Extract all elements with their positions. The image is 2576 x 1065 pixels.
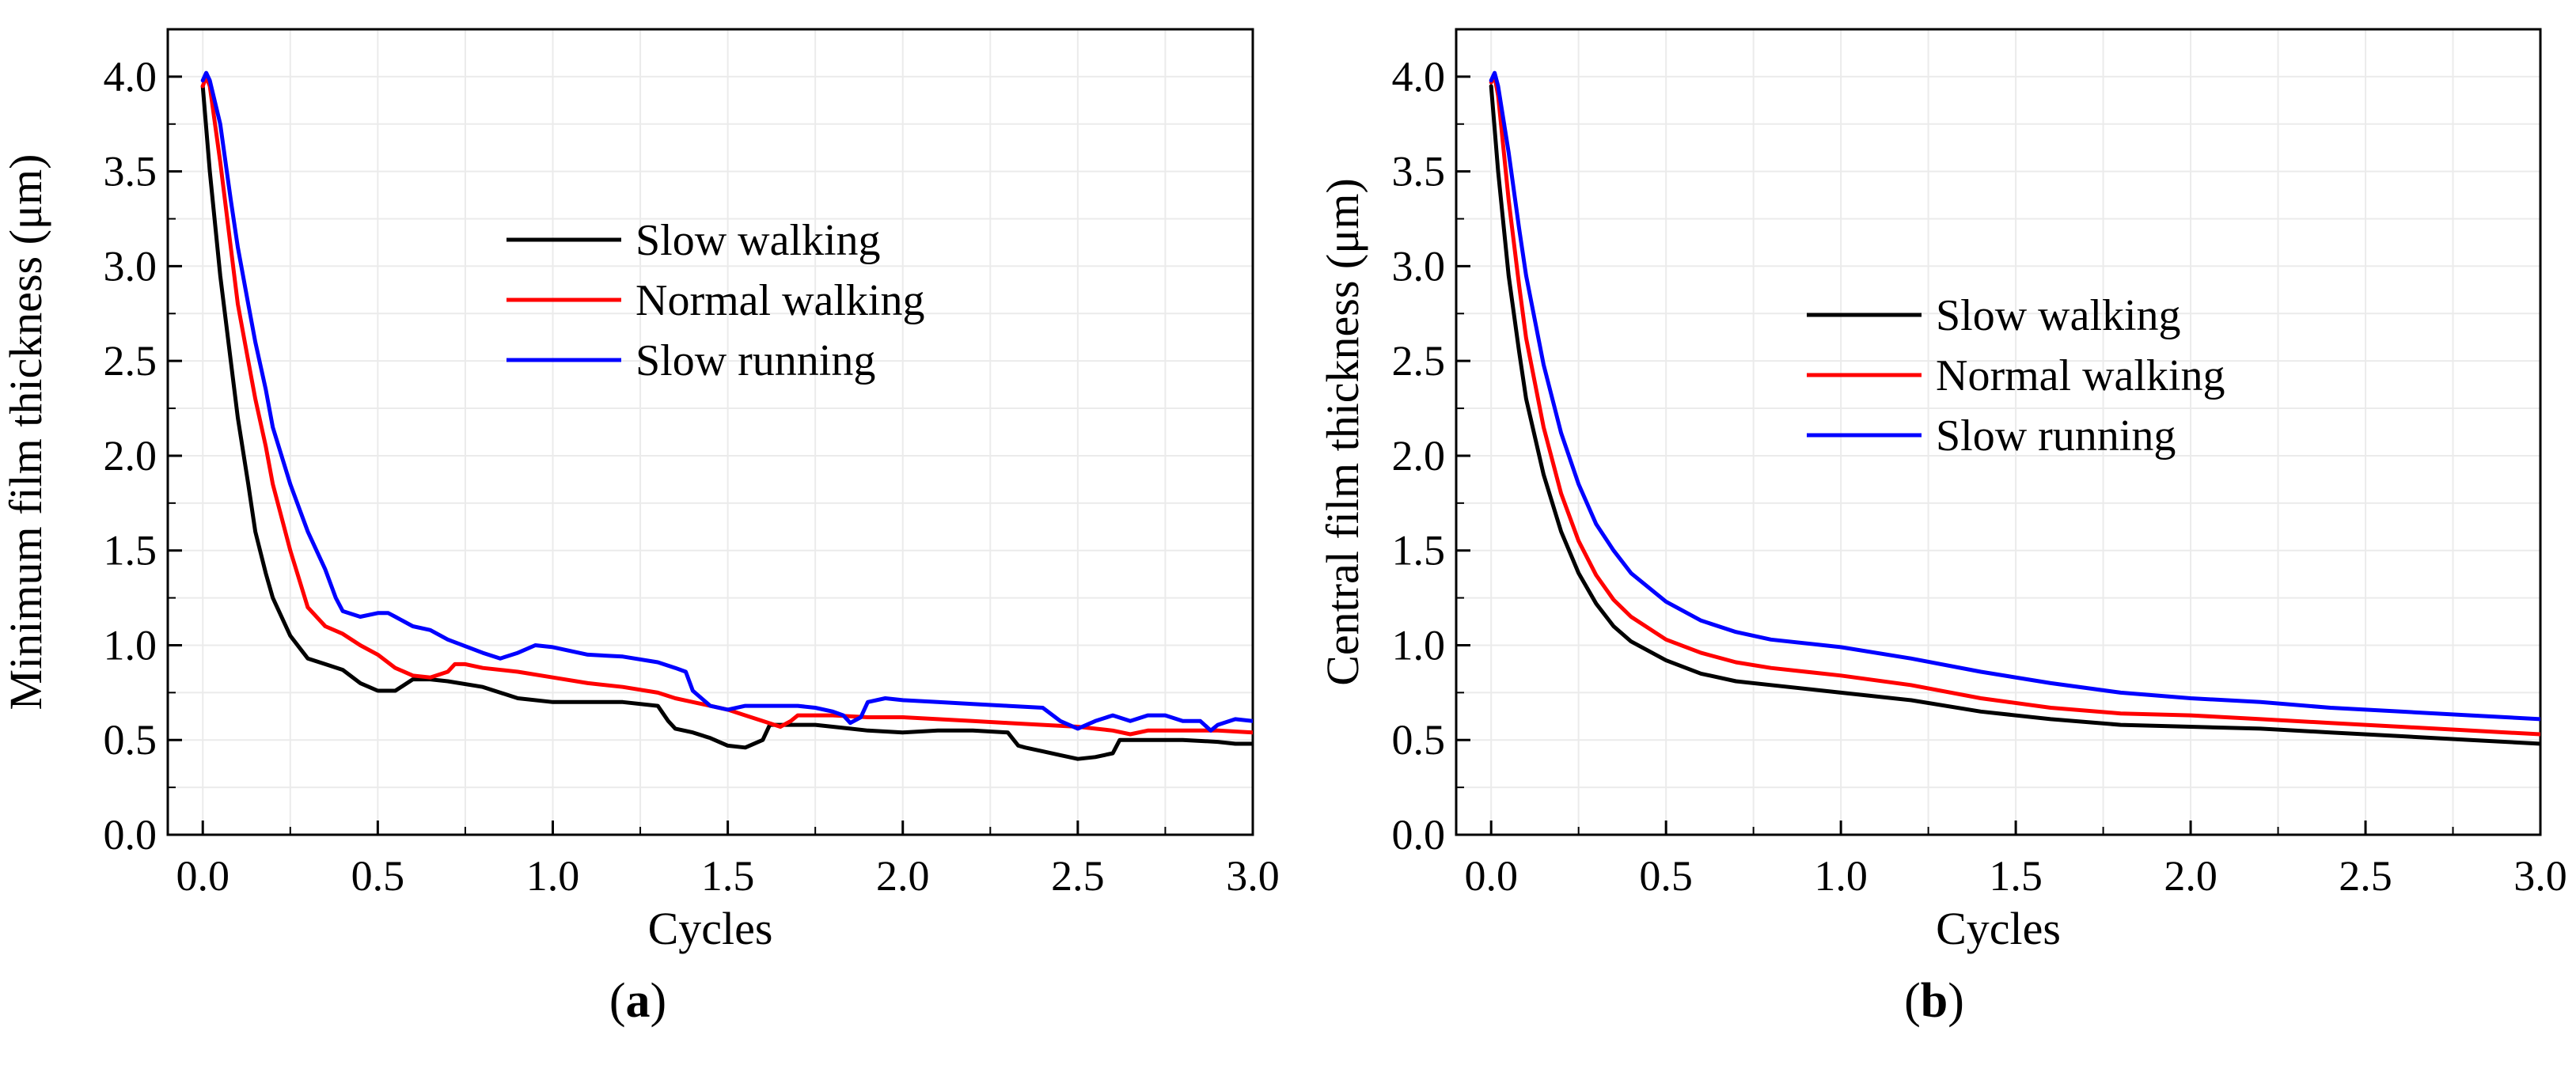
- chart-b-ytick-label: 3.0: [1392, 242, 1446, 290]
- chart-b-xtick-label: 2.0: [2164, 852, 2217, 900]
- chart-b-frame: [1455, 28, 2542, 836]
- chart-b-legend-label: Slow running: [1936, 411, 2176, 460]
- chart-a-series-line-slow-walking: [200, 84, 1253, 761]
- chart-a-xtick-label: 3.0: [1226, 852, 1280, 900]
- chart-a-series-line-slow-running: [200, 70, 1253, 733]
- chart-a-ytick-label: 0.5: [104, 716, 157, 764]
- chart-a-ylabel: Minimum film thickness (μm): [0, 154, 51, 711]
- chart-a-legend-label: Normal walking: [635, 276, 924, 325]
- chart-a-ytick-label: 2.0: [104, 432, 157, 479]
- chart-a-legend: Slow walking Normal walking Slow running: [506, 216, 924, 385]
- chart-a-panel-label: (a): [609, 974, 666, 1028]
- chart-b-series-line-slow-walking: [1489, 84, 2540, 746]
- chart-b-ytick-label: 4.0: [1392, 53, 1446, 100]
- chart-b-xtick-label: 1.5: [1989, 852, 2043, 900]
- chart-a-xtick-label: 0.5: [351, 852, 405, 900]
- chart-b-ytick-label: 1.0: [1392, 621, 1446, 669]
- chart-a-legend-label: Slow walking: [635, 216, 881, 265]
- chart-b-ytick-label: 2.5: [1392, 337, 1446, 385]
- chart-a-xlabel: Cycles: [648, 903, 773, 954]
- chart-b-legend-label: Normal walking: [1936, 351, 2225, 400]
- chart-a-ytick-label: 4.0: [104, 53, 157, 100]
- chart-b-series-line-normal-walking: [1489, 74, 2540, 737]
- chart-b-xtick-label: 3.0: [2513, 852, 2567, 900]
- chart-a-xtick-label: 2.0: [876, 852, 930, 900]
- chart-b-xtick-label: 2.5: [2339, 852, 2392, 900]
- chart-b-panel-label: (b): [1904, 974, 1964, 1028]
- chart-a-ytick-label: 0.0: [104, 811, 157, 858]
- chart-b-legend-label: Slow walking: [1936, 291, 2181, 340]
- chart-a-xtick-label: 1.5: [701, 852, 755, 900]
- chart-b-grid: [1456, 28, 2541, 836]
- chart-b-ytick-label: 1.5: [1392, 527, 1446, 574]
- chart-b-ytick-label: 3.5: [1392, 148, 1446, 195]
- chart-b-ytick-label: 2.0: [1392, 432, 1446, 479]
- chart-a-ytick-label: 2.5: [104, 337, 157, 385]
- chart-b-xlabel: Cycles: [1936, 903, 2061, 954]
- chart-panel-a: 0.0 0.5 1.0 1.5 2.0 2.5 3.0 0.0 0.5 1.0 1.5 2.0 2.5 3…: [0, 28, 1280, 1028]
- chart-b-xtick-label: 0.5: [1639, 852, 1693, 900]
- chart-b-xtick-label: 1.0: [1814, 852, 1868, 900]
- chart-b-legend: Slow walking Normal walking Slow running: [1807, 291, 2225, 460]
- chart-a-legend-label: Slow running: [635, 336, 875, 385]
- chart-b-ytick-label: 0.5: [1392, 716, 1446, 764]
- chart-a-series-line-normal-walking: [200, 74, 1253, 737]
- chart-a-ytick-label: 1.5: [104, 527, 157, 574]
- chart-b-ylabel: Central film thickness (μm): [1317, 178, 1368, 686]
- chart-b-series-line-slow-running: [1489, 70, 2540, 722]
- chart-a-xtick-label: 1.0: [526, 852, 580, 900]
- chart-panel-b: 0.0 0.5 1.0 1.5 2.0 2.5 3.0 0.0 0.5 1.0 1.5 2.0 2.5 3…: [1317, 28, 2567, 1028]
- chart-a-ytick-label: 3.0: [104, 242, 157, 290]
- chart-b-xtick-label: 0.0: [1464, 852, 1518, 900]
- chart-a-frame: [166, 28, 1254, 836]
- chart-b-ytick-label: 0.0: [1392, 811, 1446, 858]
- chart-a-xtick-label: 2.5: [1051, 852, 1105, 900]
- chart-a-xtick-label: 0.0: [176, 852, 230, 900]
- chart-a-ytick-label: 1.0: [104, 621, 157, 669]
- chart-a-ytick-label: 3.5: [104, 148, 157, 195]
